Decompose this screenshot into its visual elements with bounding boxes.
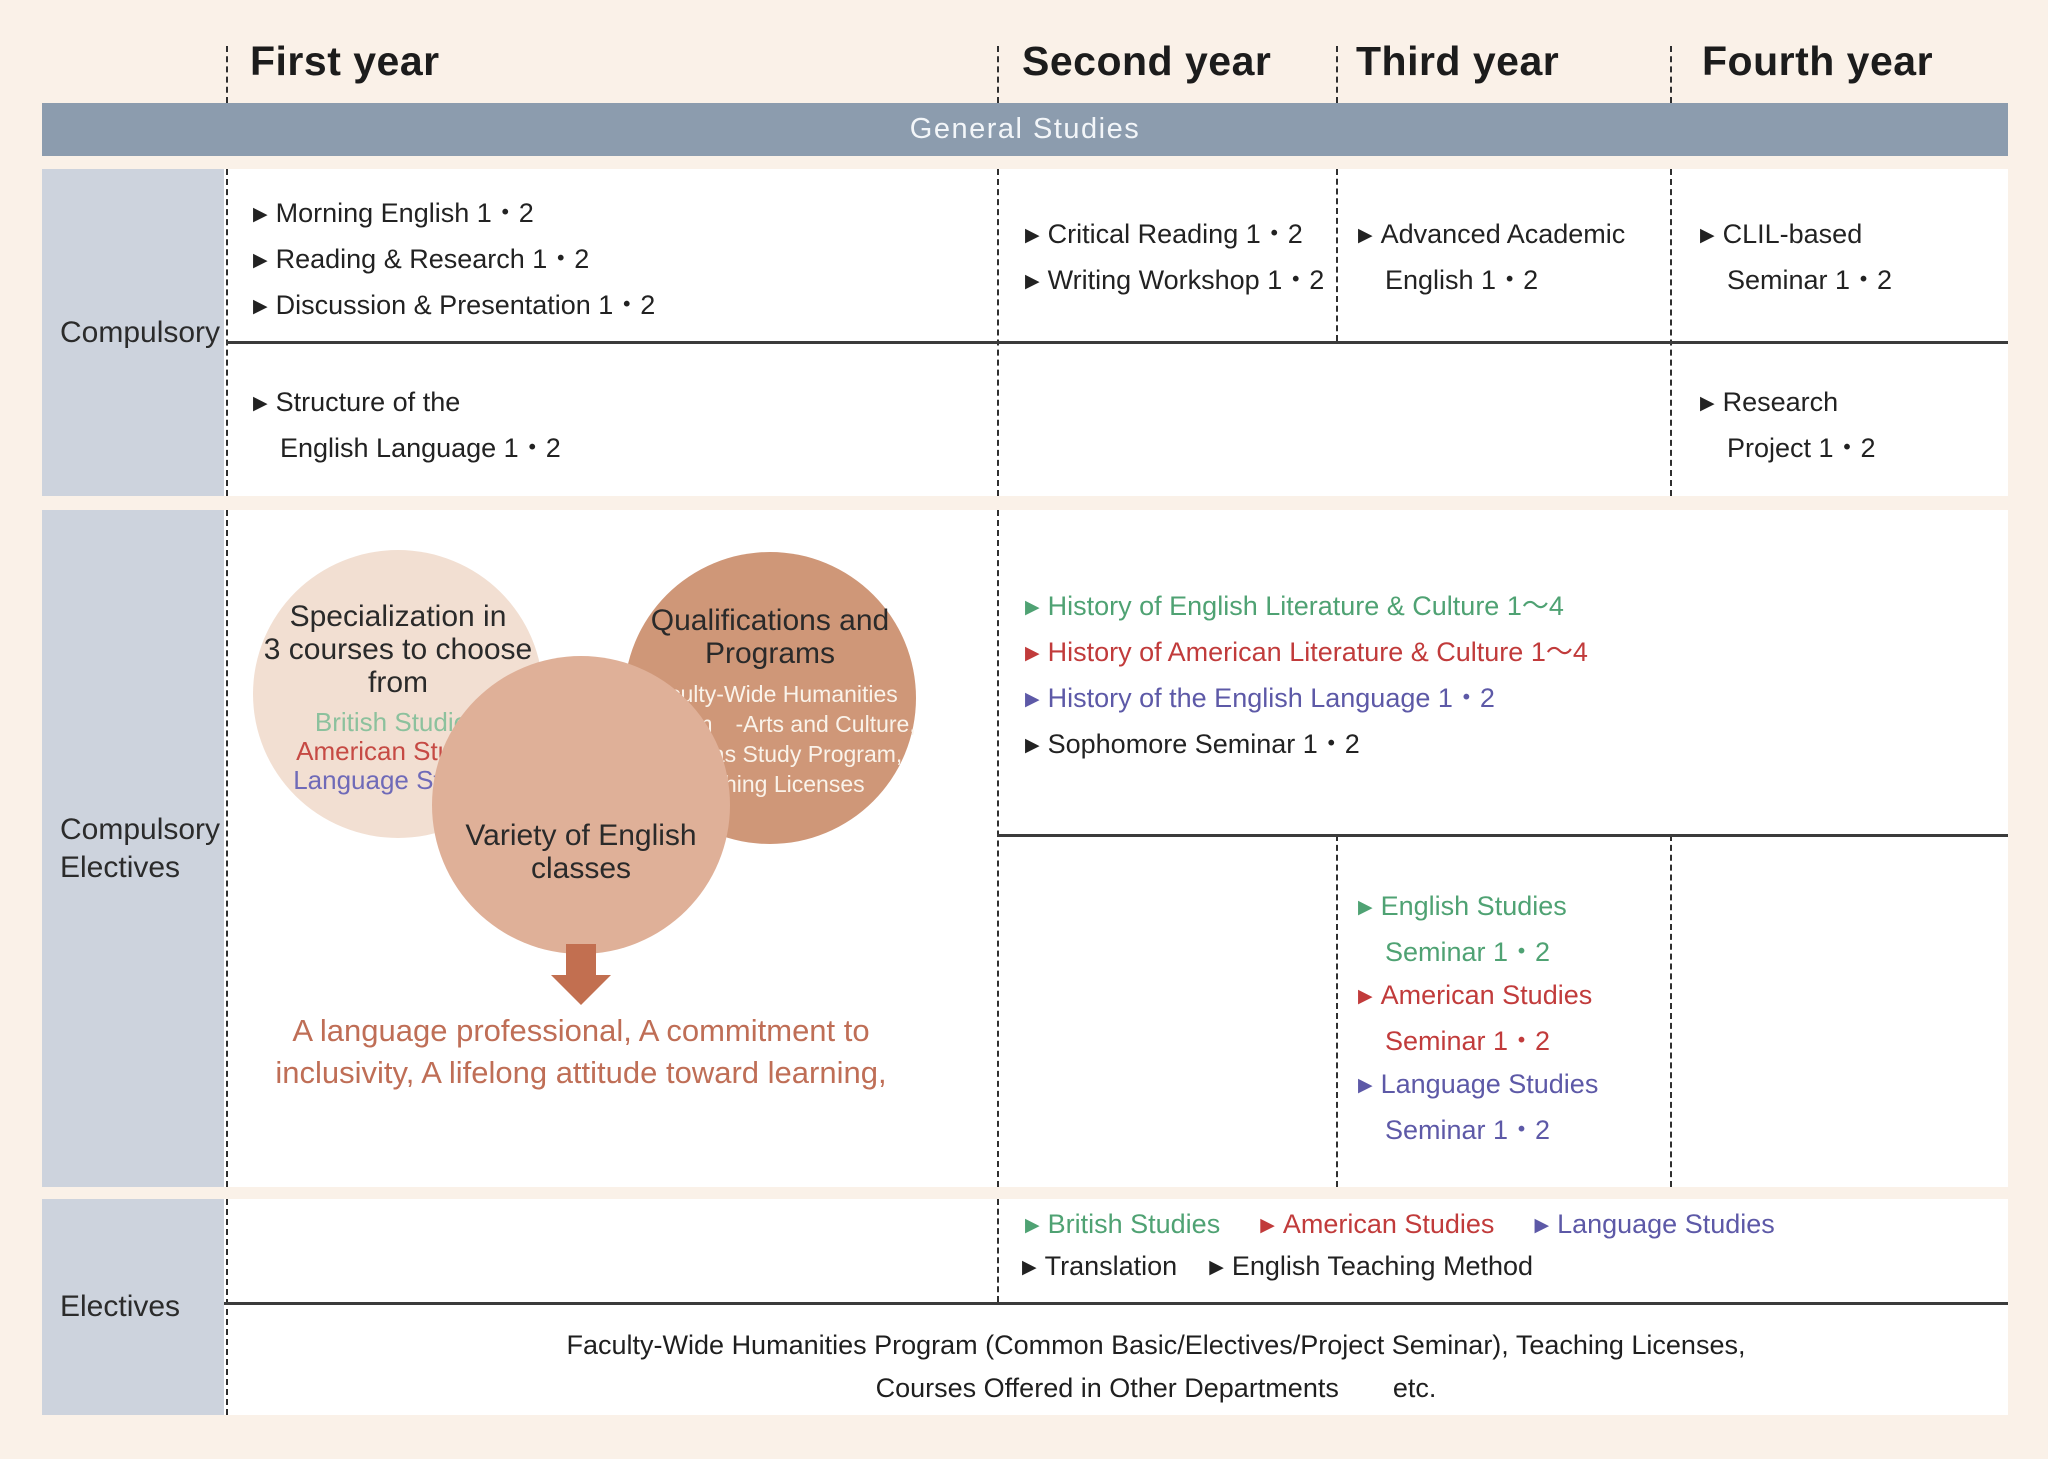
- course-item: ▶ Morning English 1・2: [253, 192, 655, 238]
- course-item: ▶ Structure of the: [253, 381, 561, 427]
- column-divider: [997, 1199, 999, 1302]
- compulsory-first-year-lower-courses: ▶ Structure of the English Language 1・2: [253, 381, 561, 470]
- course-item-line2: Seminar 1・2: [1385, 1026, 1551, 1056]
- course-item-line2: Project 1・2: [1727, 433, 1876, 463]
- compulsory-fourth-year-lower-courses: ▶ Research Project 1・2: [1700, 381, 1876, 470]
- year-header-third: Third year: [1356, 38, 1560, 84]
- compulsory-first-year-courses: ▶ Morning English 1・2 ▶ Reading & Research…: [253, 192, 655, 330]
- course-item: ▶ English Studies: [1358, 885, 1598, 931]
- year-header-fourth: Fourth year: [1702, 38, 1934, 84]
- column-divider: [226, 169, 228, 496]
- bullet-icon: ▶: [1358, 1075, 1373, 1096]
- electives-common-programs: Faculty-Wide Humanities Program (Common …: [566, 1330, 1746, 1403]
- compulsory-second-year-courses: ▶ Critical Reading 1・2 ▶ Writing Workshop …: [1025, 213, 1324, 305]
- course-item-line2: Seminar 1・2: [1385, 937, 1551, 967]
- course-item-line2: English Language 1・2: [280, 433, 561, 463]
- course-item: ▶ History of American Literature & Cultur…: [1025, 631, 1588, 677]
- compulsory-fourth-year-courses: ▶ CLIL-based Seminar 1・2: [1700, 213, 1892, 302]
- bullet-icon: ▶: [1025, 735, 1040, 756]
- bullet-icon: ▶: [1025, 1215, 1040, 1236]
- general-studies-label: General Studies: [909, 113, 1141, 145]
- bullet-icon: ▶: [1025, 689, 1040, 710]
- column-divider: [1336, 835, 1338, 1187]
- compulsory-section-label: Compulsory: [42, 169, 224, 496]
- column-divider: [997, 46, 999, 103]
- column-divider: [997, 169, 999, 496]
- down-arrow-icon: [551, 975, 611, 1005]
- bullet-icon: ▶: [253, 250, 268, 271]
- course-item-line2: Seminar 1・2: [1727, 265, 1893, 295]
- electives-general-courses: ▶ Translation ▶ English Teaching Method: [1022, 1245, 1533, 1291]
- course-item: ▶ Critical Reading 1・2: [1025, 213, 1324, 259]
- course-item: ▶ Translation: [1022, 1245, 1177, 1291]
- year-header-first: First year: [250, 38, 440, 84]
- column-divider: [1670, 46, 1672, 103]
- bullet-icon: ▶: [1260, 1215, 1275, 1236]
- course-item: ▶ Language Studies: [1534, 1203, 1774, 1249]
- column-divider: [226, 46, 228, 103]
- bullet-icon: ▶: [1700, 393, 1715, 414]
- electives-track-courses: ▶ British Studies ▶ American Studies ▶ Lang…: [1025, 1203, 1775, 1249]
- electives-section: [224, 1199, 2008, 1415]
- column-divider: [1670, 169, 1672, 496]
- course-item: ▶ English Teaching Method: [1209, 1245, 1533, 1291]
- compulsory-electives-row-divider: [997, 834, 2008, 837]
- electives-section-label: Electives: [42, 1199, 224, 1415]
- bullet-icon: ▶: [1025, 225, 1040, 246]
- course-item: ▶ History of English Literature & Culture…: [1025, 585, 1588, 631]
- bullet-icon: ▶: [1209, 1257, 1224, 1278]
- course-item: ▶ British Studies: [1025, 1203, 1220, 1249]
- specialization-title: Specialization in: [289, 600, 507, 633]
- column-divider: [226, 1199, 228, 1415]
- column-divider: [1670, 835, 1672, 1187]
- course-item: ▶ Language Studies: [1358, 1063, 1598, 1109]
- course-item: ▶ History of the English Language 1・2: [1025, 677, 1588, 723]
- course-item: ▶ Writing Workshop 1・2: [1025, 259, 1324, 305]
- electives-row-divider: [224, 1302, 2008, 1305]
- course-item-line2: Seminar 1・2: [1385, 1115, 1551, 1145]
- compulsory-section: [224, 169, 2008, 496]
- compulsory-electives-section-label: Compulsory Electives: [42, 510, 224, 1187]
- program-tagline: A language professional, A commitment to…: [275, 1013, 887, 1090]
- bullet-icon: ▶: [1022, 1257, 1037, 1278]
- compulsory-electives-third-year-seminars: ▶ English Studies Seminar 1・2 ▶ American S…: [1358, 885, 1598, 1152]
- course-item: ▶ American Studies: [1260, 1203, 1494, 1249]
- course-item: ▶ CLIL-based: [1700, 213, 1892, 259]
- course-item: ▶ American Studies: [1358, 974, 1598, 1020]
- variety-title: Variety of English: [465, 819, 697, 852]
- bullet-icon: ▶: [253, 204, 268, 225]
- bullet-icon: ▶: [1358, 986, 1373, 1007]
- qualifications-circle: Qualifications and Programs Faculty-Wide…: [624, 552, 916, 844]
- column-divider: [1336, 46, 1338, 103]
- compulsory-third-year-courses: ▶ Advanced Academic English 1・2: [1358, 213, 1625, 302]
- bullet-icon: ▶: [1025, 643, 1040, 664]
- general-studies-banner: General Studies: [42, 103, 2008, 156]
- bullet-icon: ▶: [253, 393, 268, 414]
- bullet-icon: ▶: [253, 296, 268, 317]
- down-arrow-icon: [566, 944, 596, 975]
- course-item: ▶ Advanced Academic: [1358, 213, 1625, 259]
- variety-circle: Variety of English classes: [432, 656, 730, 954]
- column-divider: [997, 510, 999, 1187]
- bullet-icon: ▶: [1025, 597, 1040, 618]
- column-divider: [226, 510, 228, 1187]
- bullet-icon: ▶: [1534, 1215, 1550, 1236]
- bullet-icon: ▶: [1025, 271, 1040, 292]
- bullet-icon: ▶: [1358, 225, 1373, 246]
- course-item: ▶ Discussion & Presentation 1・2: [253, 284, 655, 330]
- bullet-icon: ▶: [1358, 897, 1373, 918]
- year-header-second: Second year: [1022, 38, 1272, 84]
- qualifications-title: Qualifications and: [650, 604, 890, 637]
- course-item: ▶ Reading & Research 1・2: [253, 238, 655, 284]
- bullet-icon: ▶: [1700, 225, 1715, 246]
- course-item-line2: English 1・2: [1385, 265, 1539, 295]
- column-divider: [1336, 169, 1338, 341]
- compulsory-row-divider: [226, 341, 2008, 344]
- compulsory-electives-second-year-courses: ▶ History of English Literature & Culture…: [1025, 585, 1588, 769]
- course-item: ▶ Sophomore Seminar 1・2: [1025, 723, 1588, 769]
- course-item: ▶ Research: [1700, 381, 1876, 427]
